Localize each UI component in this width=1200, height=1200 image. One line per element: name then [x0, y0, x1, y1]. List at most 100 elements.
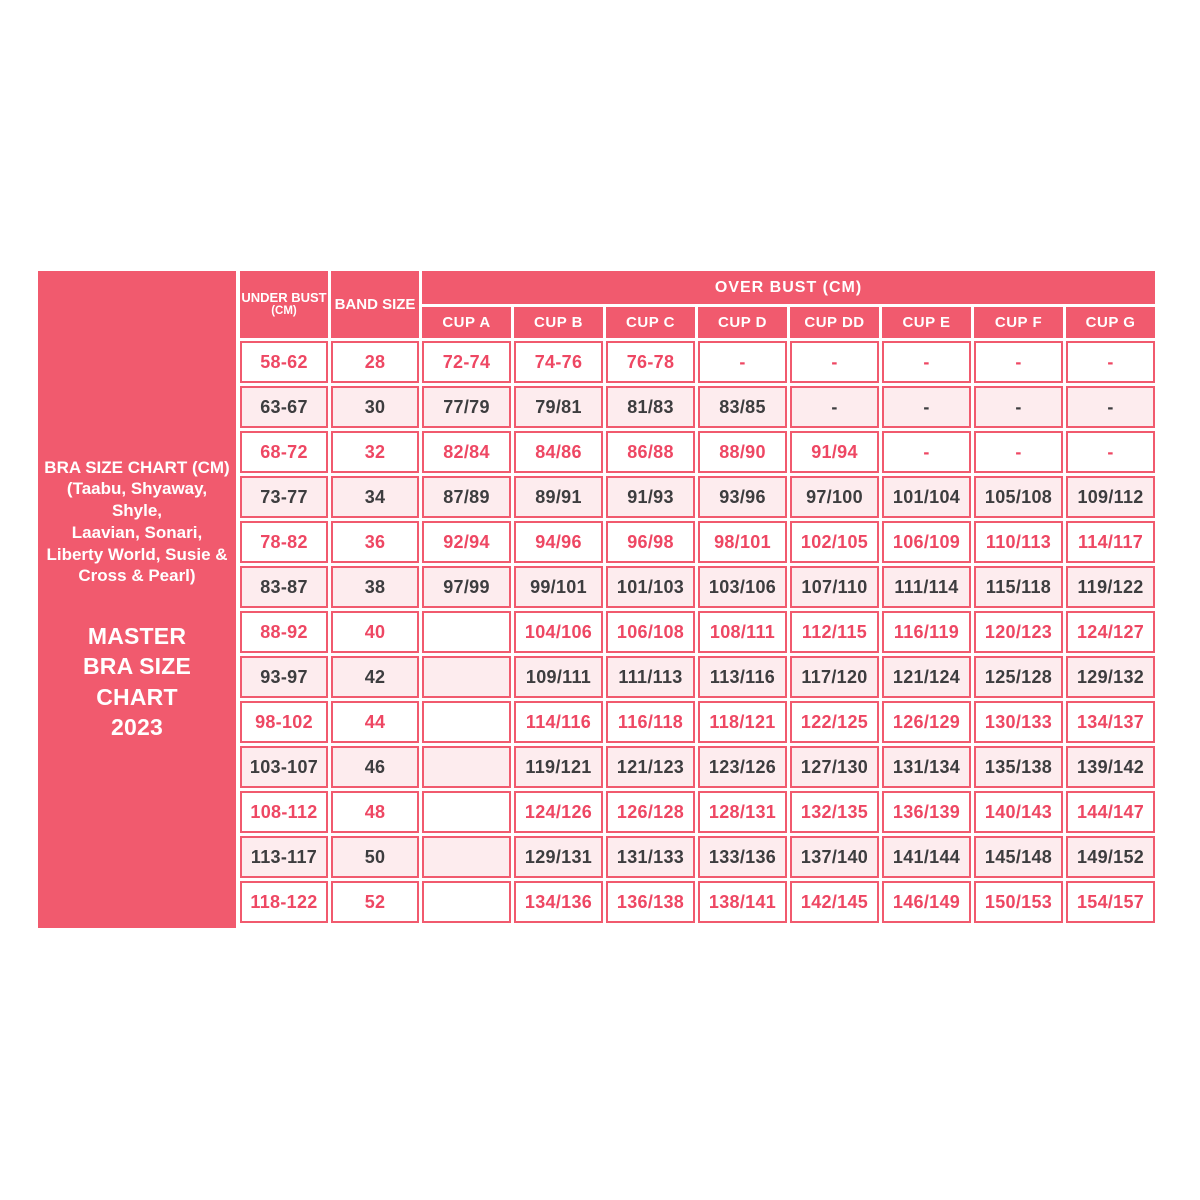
- cup-b-cell: 74-76: [514, 341, 603, 383]
- cup-a-cell: [422, 656, 511, 698]
- cup-a-cell: [422, 881, 511, 923]
- cup-b-cell: 114/116: [514, 701, 603, 743]
- cup-c-cell: 126/128: [606, 791, 695, 833]
- cup-f-cell: 150/153: [974, 881, 1063, 923]
- table-row: 88-92 40 104/106 106/108 108/111 112/115 116/1…: [240, 611, 1156, 653]
- table-row: 63-67 30 77/79 79/81 81/83 83/85- - - -: [240, 386, 1156, 428]
- cup-c-cell: 101/103: [606, 566, 695, 608]
- cup-b-cell: 109/111: [514, 656, 603, 698]
- table-row: 98-102 44 114/116 116/118 118/121 122/125 126/…: [240, 701, 1156, 743]
- cup-g-cell: 124/127: [1066, 611, 1156, 653]
- cup-g-cell: -: [1066, 341, 1156, 383]
- cup-dd-cell: 112/115: [790, 611, 879, 653]
- cup-b-cell: 99/101: [514, 566, 603, 608]
- cup-d-cell: 88/90: [698, 431, 787, 473]
- cup-f-header: CUP F: [974, 307, 1063, 338]
- cup-g-header: CUP G: [1066, 307, 1156, 338]
- cup-g-cell: -: [1066, 431, 1156, 473]
- cup-e-cell: 136/139: [882, 791, 971, 833]
- under-bust-cell: 83-87: [240, 566, 328, 608]
- cup-f-cell: 135/138: [974, 746, 1063, 788]
- brand-list-line: Liberty World, Susie &: [46, 544, 228, 564]
- cup-b-cell: 79/81: [514, 386, 603, 428]
- cup-header-row: CUP A CUP B CUP C CUP D CUP DD CUP E CUP…: [240, 307, 1156, 338]
- cup-c-cell: 136/138: [606, 881, 695, 923]
- cup-f-cell: 110/113: [974, 521, 1063, 563]
- band-size-cell: 40: [331, 611, 419, 653]
- cup-dd-cell: -: [790, 341, 879, 383]
- cup-g-cell: -: [1066, 386, 1156, 428]
- cup-c-cell: 106/108: [606, 611, 695, 653]
- cup-g-cell: 154/157: [1066, 881, 1156, 923]
- cup-d-cell: -: [698, 341, 787, 383]
- cup-e-cell: 116/119: [882, 611, 971, 653]
- brand-list-line: Laavian, Sonari,: [71, 522, 203, 542]
- cup-d-cell: 103/106: [698, 566, 787, 608]
- band-size-cell: 28: [331, 341, 419, 383]
- cup-c-cell: 76-78: [606, 341, 695, 383]
- cup-a-header: CUP A: [422, 307, 511, 338]
- cup-dd-cell: 117/120: [790, 656, 879, 698]
- table-row: 93-97 42 109/111 111/113 113/116 117/120 121/1…: [240, 656, 1156, 698]
- size-chart-table-wrap: UNDER BUST (CM) BAND SIZE OVER BUST (CM)…: [240, 271, 1161, 928]
- cup-f-cell: -: [974, 386, 1063, 428]
- cup-g-cell: 114/117: [1066, 521, 1156, 563]
- band-size-cell: 44: [331, 701, 419, 743]
- cup-d-cell: 133/136: [698, 836, 787, 878]
- cup-dd-cell: 132/135: [790, 791, 879, 833]
- cup-d-cell: 113/116: [698, 656, 787, 698]
- table-row: 58-62 28 72-74 74-76 76-78- - - - -: [240, 341, 1156, 383]
- cup-a-cell: 72-74: [422, 341, 511, 383]
- cup-b-cell: 129/131: [514, 836, 603, 878]
- master-title-line: BRA SIZE CHART: [82, 653, 192, 710]
- cup-a-cell: 82/84: [422, 431, 511, 473]
- cup-f-cell: 125/128: [974, 656, 1063, 698]
- under-bust-cell: 58-62: [240, 341, 328, 383]
- under-bust-cell: 88-92: [240, 611, 328, 653]
- cup-d-header: CUP D: [698, 307, 787, 338]
- size-chart-body: 58-62 28 72-74 74-76 76-78- - - - -63-67 30 77/79 7…: [240, 341, 1156, 923]
- band-size-cell: 48: [331, 791, 419, 833]
- cup-b-cell: 134/136: [514, 881, 603, 923]
- cup-dd-cell: 127/130: [790, 746, 879, 788]
- cup-f-cell: 120/123: [974, 611, 1063, 653]
- cup-e-cell: 146/149: [882, 881, 971, 923]
- cup-g-cell: 119/122: [1066, 566, 1156, 608]
- cup-e-cell: 101/104: [882, 476, 971, 518]
- band-size-cell: 32: [331, 431, 419, 473]
- band-size-cell: 42: [331, 656, 419, 698]
- table-row: 68-72 32 82/84 84/86 86/88 88/90 91/94- - -: [240, 431, 1156, 473]
- cup-b-cell: 124/126: [514, 791, 603, 833]
- table-row: 108-112 48 124/126 126/128 128/131 132/135 136…: [240, 791, 1156, 833]
- sidebar-panel: BRA SIZE CHART (CM) (Taabu, Shyaway, Shy…: [38, 271, 236, 928]
- cup-d-cell: 128/131: [698, 791, 787, 833]
- table-row: 103-107 46 119/121 121/123 123/126 127/130 131…: [240, 746, 1156, 788]
- cup-b-header: CUP B: [514, 307, 603, 338]
- cup-a-cell: 97/99: [422, 566, 511, 608]
- brand-list-line: Cross & Pearl): [78, 566, 196, 586]
- cup-g-cell: 129/132: [1066, 656, 1156, 698]
- cup-e-cell: 131/134: [882, 746, 971, 788]
- cup-a-cell: [422, 836, 511, 878]
- cup-a-cell: 92/94: [422, 521, 511, 563]
- cup-e-cell: -: [882, 341, 971, 383]
- cup-a-cell: [422, 611, 511, 653]
- cup-e-cell: -: [882, 431, 971, 473]
- brand-list-line: (Taabu, Shyaway, Shyle,: [66, 479, 208, 521]
- under-bust-cell: 108-112: [240, 791, 328, 833]
- master-title-block: MASTER BRA SIZE CHART 2023: [44, 621, 230, 742]
- cup-c-cell: 91/93: [606, 476, 695, 518]
- table-row: 73-77 34 87/89 89/91 91/93 93/96 97/100 101/104…: [240, 476, 1156, 518]
- cup-g-cell: 139/142: [1066, 746, 1156, 788]
- cup-dd-cell: 122/125: [790, 701, 879, 743]
- cup-a-cell: 87/89: [422, 476, 511, 518]
- cup-b-cell: 104/106: [514, 611, 603, 653]
- cup-a-cell: [422, 746, 511, 788]
- cup-d-cell: 123/126: [698, 746, 787, 788]
- cup-e-cell: 141/144: [882, 836, 971, 878]
- band-size-header: BAND SIZE: [331, 271, 419, 338]
- band-size-cell: 38: [331, 566, 419, 608]
- under-bust-header: UNDER BUST (CM): [240, 271, 328, 338]
- cup-c-cell: 111/113: [606, 656, 695, 698]
- under-bust-header-label: UNDER BUST: [241, 289, 327, 305]
